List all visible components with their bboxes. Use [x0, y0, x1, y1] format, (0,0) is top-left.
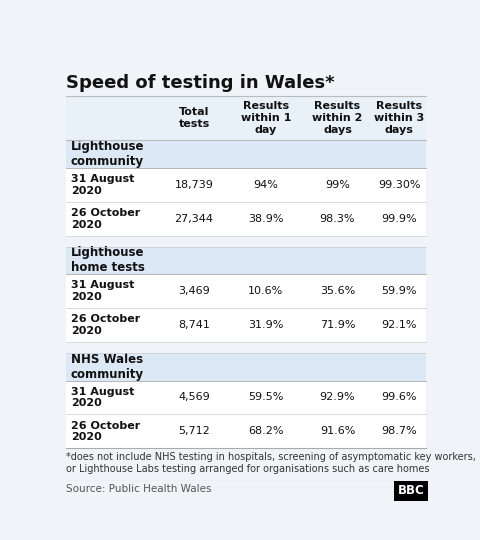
- Text: 98.3%: 98.3%: [320, 214, 355, 224]
- Text: 27,344: 27,344: [175, 214, 214, 224]
- Text: 26 October
2020: 26 October 2020: [71, 314, 140, 336]
- Text: 98.7%: 98.7%: [381, 426, 417, 436]
- Bar: [66, 236, 426, 247]
- Text: 4,569: 4,569: [178, 393, 210, 402]
- Text: 31 August
2020: 31 August 2020: [71, 174, 134, 195]
- Text: 91.6%: 91.6%: [320, 426, 355, 436]
- Bar: [66, 274, 426, 308]
- Text: 26 October
2020: 26 October 2020: [71, 208, 140, 230]
- Text: 31 August
2020: 31 August 2020: [71, 387, 134, 408]
- Text: Lighthouse
community: Lighthouse community: [71, 140, 144, 168]
- Bar: [66, 414, 426, 448]
- Text: Lighthouse
home tests: Lighthouse home tests: [71, 246, 145, 274]
- Text: Results
within 2
days: Results within 2 days: [312, 102, 362, 134]
- Bar: [66, 381, 426, 414]
- Text: Speed of testing in Wales*: Speed of testing in Wales*: [66, 74, 335, 92]
- Text: 99%: 99%: [325, 180, 350, 190]
- Text: 18,739: 18,739: [175, 180, 214, 190]
- Text: 99.30%: 99.30%: [378, 180, 420, 190]
- Bar: [66, 168, 426, 202]
- Text: 5,712: 5,712: [178, 426, 210, 436]
- Text: Results
within 3
days: Results within 3 days: [374, 102, 424, 134]
- Text: Source: Public Health Wales: Source: Public Health Wales: [66, 484, 212, 495]
- Text: 68.2%: 68.2%: [248, 426, 284, 436]
- Text: BBC: BBC: [397, 484, 424, 497]
- Text: 99.6%: 99.6%: [381, 393, 417, 402]
- Text: 59.5%: 59.5%: [248, 393, 284, 402]
- Bar: [66, 140, 426, 168]
- Text: 31.9%: 31.9%: [248, 320, 284, 330]
- Bar: [66, 308, 426, 342]
- Bar: [66, 342, 426, 353]
- Text: 35.6%: 35.6%: [320, 286, 355, 296]
- Text: 26 October
2020: 26 October 2020: [71, 421, 140, 442]
- Text: Total
tests: Total tests: [179, 107, 210, 129]
- Bar: [66, 247, 426, 274]
- Text: 71.9%: 71.9%: [320, 320, 355, 330]
- Text: *does not include NHS testing in hospitals, screening of asymptomatic key worker: *does not include NHS testing in hospita…: [66, 452, 476, 474]
- Text: 92.9%: 92.9%: [320, 393, 355, 402]
- Text: 99.9%: 99.9%: [381, 214, 417, 224]
- Text: 59.9%: 59.9%: [381, 286, 417, 296]
- Text: 94%: 94%: [253, 180, 278, 190]
- Text: 31 August
2020: 31 August 2020: [71, 280, 134, 302]
- Text: NHS Wales
community: NHS Wales community: [71, 353, 144, 381]
- Text: 8,741: 8,741: [178, 320, 210, 330]
- Bar: [66, 202, 426, 236]
- Text: 38.9%: 38.9%: [248, 214, 284, 224]
- Bar: [66, 353, 426, 381]
- Text: 92.1%: 92.1%: [381, 320, 417, 330]
- Text: 3,469: 3,469: [178, 286, 210, 296]
- Text: 10.6%: 10.6%: [248, 286, 283, 296]
- Text: Results
within 1
day: Results within 1 day: [240, 102, 291, 134]
- Bar: [66, 96, 426, 140]
